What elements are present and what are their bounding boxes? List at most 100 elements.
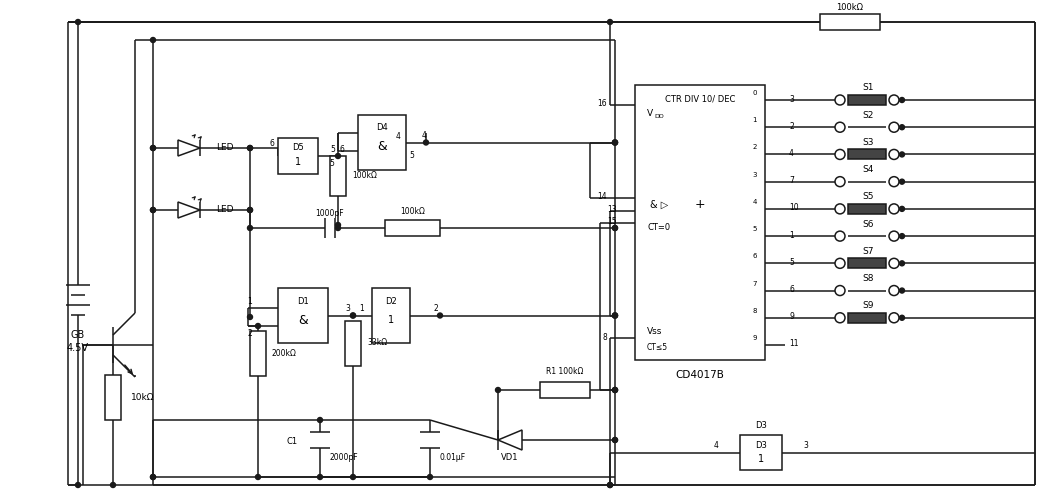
Bar <box>105 375 121 420</box>
Bar <box>358 115 406 170</box>
Text: 2: 2 <box>753 145 757 151</box>
Text: &: & <box>377 141 386 154</box>
Text: 2: 2 <box>434 304 439 313</box>
Circle shape <box>889 259 899 268</box>
Text: 200kΩ: 200kΩ <box>272 348 297 357</box>
Text: S5: S5 <box>862 193 874 202</box>
Text: 6: 6 <box>339 146 344 155</box>
Circle shape <box>608 20 612 25</box>
Text: V: V <box>647 108 653 117</box>
Text: 100kΩ: 100kΩ <box>352 171 377 180</box>
Text: S2: S2 <box>862 111 874 120</box>
Circle shape <box>835 177 845 186</box>
Circle shape <box>612 388 617 393</box>
Circle shape <box>889 231 899 241</box>
Circle shape <box>900 261 904 266</box>
Text: 2: 2 <box>248 329 252 338</box>
Text: 1: 1 <box>753 117 757 123</box>
Circle shape <box>835 231 845 241</box>
Text: 7: 7 <box>753 281 757 287</box>
Circle shape <box>608 482 612 487</box>
Circle shape <box>612 140 617 145</box>
Bar <box>540 382 590 398</box>
Circle shape <box>317 417 322 422</box>
Circle shape <box>76 482 81 487</box>
Text: CT=0: CT=0 <box>647 223 670 232</box>
Circle shape <box>612 140 617 145</box>
Circle shape <box>889 313 899 323</box>
Text: D1: D1 <box>297 297 309 306</box>
Circle shape <box>889 286 899 295</box>
Text: GB: GB <box>71 330 85 340</box>
Text: 3: 3 <box>345 304 351 313</box>
Text: Vss: Vss <box>647 328 663 337</box>
Text: 6: 6 <box>753 254 757 260</box>
Circle shape <box>336 154 340 158</box>
Bar <box>848 95 886 105</box>
Circle shape <box>336 225 340 230</box>
Bar <box>740 435 782 470</box>
Text: 11: 11 <box>789 340 798 348</box>
Text: 1: 1 <box>248 296 252 305</box>
Circle shape <box>76 20 81 25</box>
Text: &: & <box>298 314 308 328</box>
Text: 15: 15 <box>607 217 617 226</box>
Text: 3: 3 <box>789 95 794 103</box>
Text: S3: S3 <box>862 138 874 147</box>
Circle shape <box>889 150 899 159</box>
Circle shape <box>900 152 904 157</box>
Circle shape <box>889 204 899 214</box>
Text: D3: D3 <box>755 420 766 429</box>
Text: C1: C1 <box>287 437 298 447</box>
Text: 4: 4 <box>396 132 400 141</box>
Circle shape <box>835 259 845 268</box>
Circle shape <box>612 140 617 145</box>
Circle shape <box>612 225 617 230</box>
Circle shape <box>835 204 845 214</box>
Text: 9: 9 <box>789 312 794 321</box>
Circle shape <box>612 313 617 318</box>
Text: S9: S9 <box>862 301 874 310</box>
Text: 9: 9 <box>753 335 757 341</box>
Text: 8: 8 <box>603 333 607 342</box>
Circle shape <box>612 437 617 443</box>
Text: 1: 1 <box>295 157 301 167</box>
Circle shape <box>900 288 904 293</box>
Text: 33kΩ: 33kΩ <box>368 338 387 347</box>
Text: D3: D3 <box>755 440 766 450</box>
Text: S6: S6 <box>862 220 874 229</box>
Text: S4: S4 <box>862 165 874 174</box>
Text: 3: 3 <box>753 172 757 178</box>
Text: 2: 2 <box>789 122 794 131</box>
Text: D2: D2 <box>385 296 397 305</box>
Text: CTR DIV 10/ DEC: CTR DIV 10/ DEC <box>665 95 735 103</box>
Circle shape <box>835 286 845 295</box>
Text: S1: S1 <box>862 84 874 93</box>
Circle shape <box>351 313 356 318</box>
Text: LED: LED <box>216 144 233 153</box>
Circle shape <box>427 474 433 479</box>
Bar <box>278 288 328 343</box>
Text: 0.01μF: 0.01μF <box>440 454 466 463</box>
Bar <box>278 138 318 174</box>
Bar <box>848 150 886 159</box>
Text: 5: 5 <box>330 159 335 168</box>
Circle shape <box>900 97 904 102</box>
Text: 5: 5 <box>331 145 335 154</box>
Text: 100kΩ: 100kΩ <box>400 208 425 217</box>
Circle shape <box>150 474 155 479</box>
Text: 4: 4 <box>789 149 794 158</box>
Bar <box>330 156 346 196</box>
Text: 5: 5 <box>753 226 757 232</box>
Text: 1: 1 <box>387 315 394 325</box>
Circle shape <box>612 225 617 230</box>
Text: S7: S7 <box>862 247 874 256</box>
Circle shape <box>889 177 899 186</box>
Circle shape <box>835 95 845 105</box>
Text: 2000pF: 2000pF <box>330 454 359 463</box>
Text: 6: 6 <box>270 139 274 148</box>
Circle shape <box>336 222 340 227</box>
Text: 1: 1 <box>789 231 794 239</box>
Circle shape <box>248 208 252 213</box>
Text: 0: 0 <box>753 90 757 96</box>
